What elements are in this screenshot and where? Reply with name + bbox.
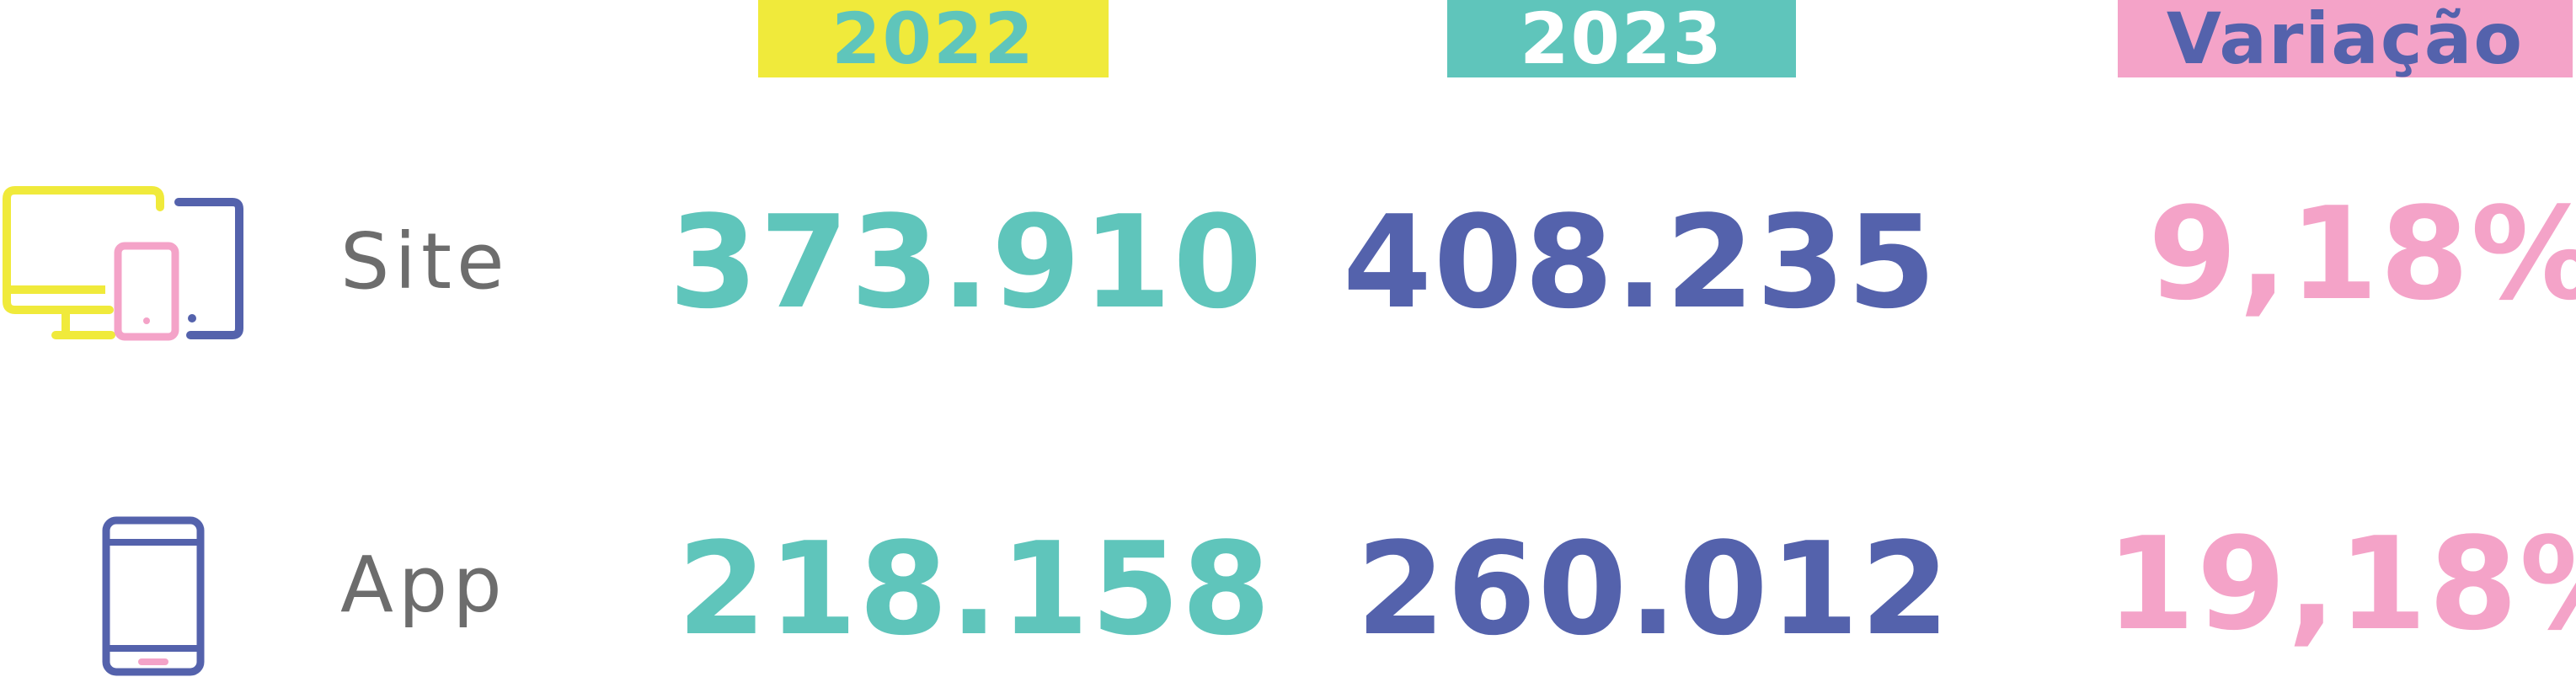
- row-label-app: App: [340, 540, 507, 630]
- site-value-2023: 408.235: [1343, 188, 1938, 337]
- header-variation-label: Variação: [2166, 0, 2525, 80]
- smartphone-icon: [102, 516, 205, 676]
- site-variation: 9,18%: [2148, 179, 2576, 328]
- header-variation: Variação: [2118, 0, 2573, 77]
- header-2023: 2023: [1447, 0, 1796, 77]
- multi-device-icon: [3, 186, 243, 341]
- header-2022: 2022: [758, 0, 1109, 77]
- row-label-site: Site: [340, 216, 510, 307]
- site-value-2022: 373.910: [669, 188, 1264, 337]
- app-value-2023: 260.012: [1356, 514, 1952, 664]
- app-value-2022: 218.158: [677, 514, 1273, 664]
- header-2023-label: 2023: [1520, 0, 1724, 80]
- header-2022-label: 2022: [831, 0, 1035, 80]
- app-variation: 19,18%: [2106, 509, 2576, 658]
